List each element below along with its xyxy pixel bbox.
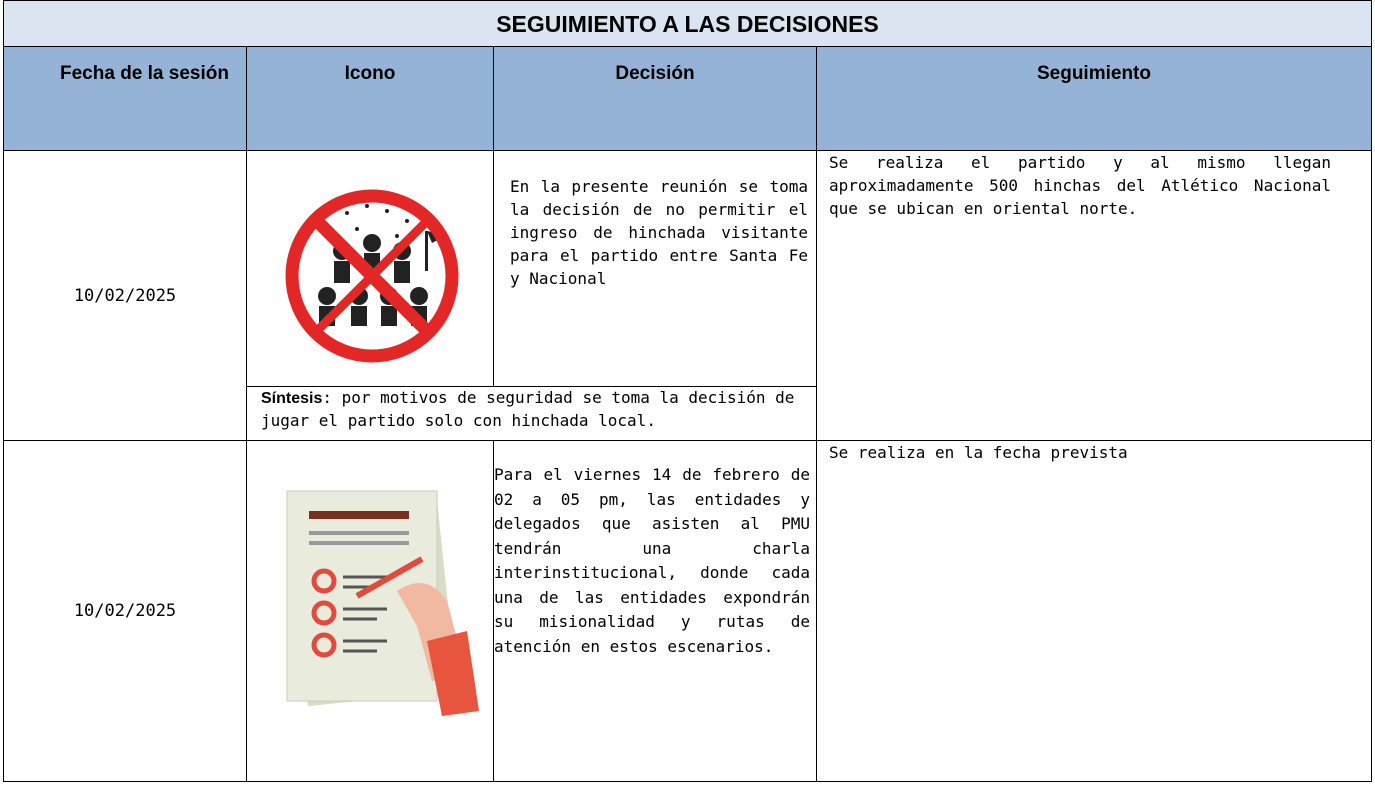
- synthesis-cell: Síntesis: por motivos de seguridad se to…: [246, 386, 817, 441]
- header-cell: Fecha de la sesión: [3, 46, 247, 151]
- header-cell: Icono: [246, 46, 494, 151]
- date-cell: 10/02/2025: [3, 150, 247, 441]
- synthesis-text: : por motivos de seguridad se toma la de…: [261, 388, 795, 430]
- followup-cell: Se realiza en la fecha prevista: [816, 440, 1372, 782]
- synthesis-label: Síntesis: [261, 390, 323, 407]
- header-cell: Decisión: [493, 46, 817, 151]
- decision-cell: En la presente reunión se toma la decisi…: [493, 150, 817, 387]
- title: SEGUIMIENTO A LAS DECISIONES: [3, 0, 1372, 47]
- icon-cell: [246, 150, 494, 387]
- icon-cell: [246, 440, 494, 782]
- no-fans-icon: [285, 189, 459, 363]
- followup-cell: Se realiza el partido y al mismo llegan …: [816, 150, 1372, 441]
- decision-cell: Para el viernes 14 de febrero de 02 a 05…: [493, 440, 817, 782]
- checklist-icon: [286, 490, 479, 716]
- header-cell: Seguimiento: [816, 46, 1372, 151]
- date-cell: 10/02/2025: [3, 440, 247, 782]
